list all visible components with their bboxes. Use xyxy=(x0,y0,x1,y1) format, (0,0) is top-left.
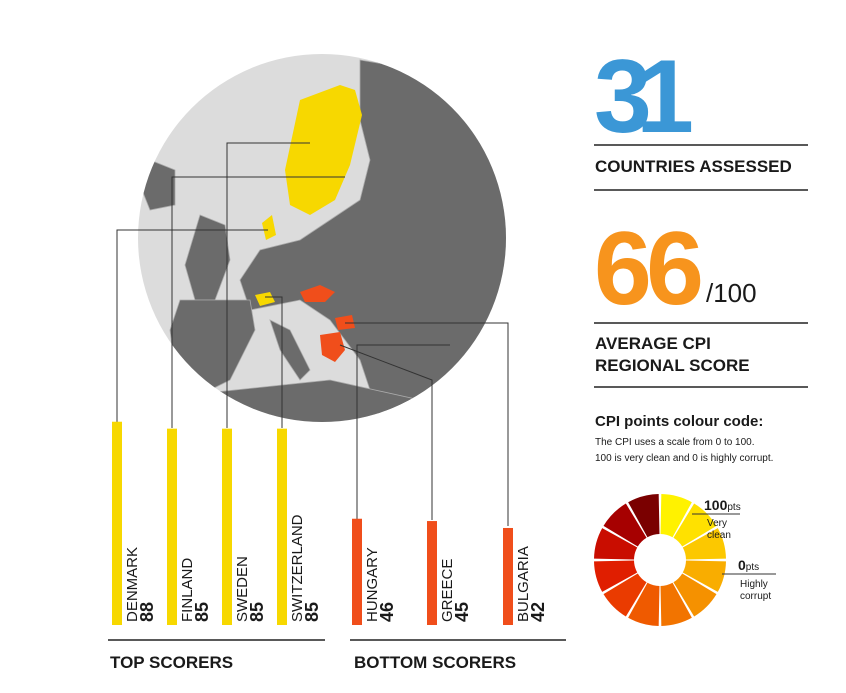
colour-segment xyxy=(660,582,692,626)
colour-segment xyxy=(660,494,692,538)
unit: pts xyxy=(727,502,740,513)
unit: pts xyxy=(746,562,759,573)
bar xyxy=(352,518,362,625)
group-label: BOTTOM SCORERS xyxy=(354,653,516,672)
bar-label: GREECE xyxy=(439,559,456,622)
bar xyxy=(503,527,513,625)
legend-value: 100pts xyxy=(704,497,741,513)
legend-desc: clean xyxy=(707,530,731,541)
colour-segment xyxy=(673,573,717,617)
bar-value: 88 xyxy=(137,602,157,622)
bar-label: SWEDEN xyxy=(234,556,251,622)
bar xyxy=(427,521,437,625)
map xyxy=(138,54,506,422)
colour-segment xyxy=(594,560,638,592)
stat-suffix: /100 xyxy=(706,278,757,308)
stat-label: AVERAGE CPI xyxy=(595,334,711,353)
bar xyxy=(277,428,287,625)
legend-title: CPI points colour code: xyxy=(595,413,763,430)
bar-label: HUNGARY xyxy=(364,547,381,622)
bar-label: DENMARK xyxy=(124,547,141,622)
value: 100 xyxy=(704,497,728,513)
stat-label: COUNTRIES ASSESSED xyxy=(595,157,792,176)
stat-label: REGIONAL SCORE xyxy=(595,356,750,375)
connectors xyxy=(116,142,509,526)
legend-text: 100 is very clean and 0 is highly corrup… xyxy=(595,453,773,464)
bar xyxy=(167,428,177,625)
colour-segment xyxy=(594,528,638,560)
bar-label: FINLAND xyxy=(179,558,196,622)
bar-value: 85 xyxy=(192,602,212,622)
legend-desc: Highly xyxy=(740,579,768,590)
colour-segment xyxy=(682,560,726,592)
bar xyxy=(112,421,122,625)
bar-value: 42 xyxy=(528,602,548,622)
bar-value: 46 xyxy=(377,602,397,622)
legend-text: The CPI uses a scale from 0 to 100. xyxy=(595,437,755,448)
legend-value: 0pts xyxy=(738,557,759,573)
bar-label: SWITZERLAND xyxy=(289,514,306,622)
group-label: TOP SCORERS xyxy=(110,653,233,672)
bar xyxy=(222,428,232,625)
colour-segment xyxy=(603,573,647,617)
bar-value: 85 xyxy=(302,602,322,622)
colour-segment xyxy=(603,503,647,547)
value: 0 xyxy=(738,557,746,573)
stat-number: 66 xyxy=(594,211,704,327)
bar-value: 45 xyxy=(452,602,472,622)
colour-segment xyxy=(628,582,660,626)
stat-number: 31 xyxy=(594,39,694,155)
bar-value: 85 xyxy=(247,602,267,622)
legend-desc: corrupt xyxy=(740,591,771,602)
bar-label: BULGARIA xyxy=(515,546,532,622)
legend-desc: Very xyxy=(707,518,727,529)
colour-segment xyxy=(628,494,660,538)
colour-segment xyxy=(682,528,726,560)
